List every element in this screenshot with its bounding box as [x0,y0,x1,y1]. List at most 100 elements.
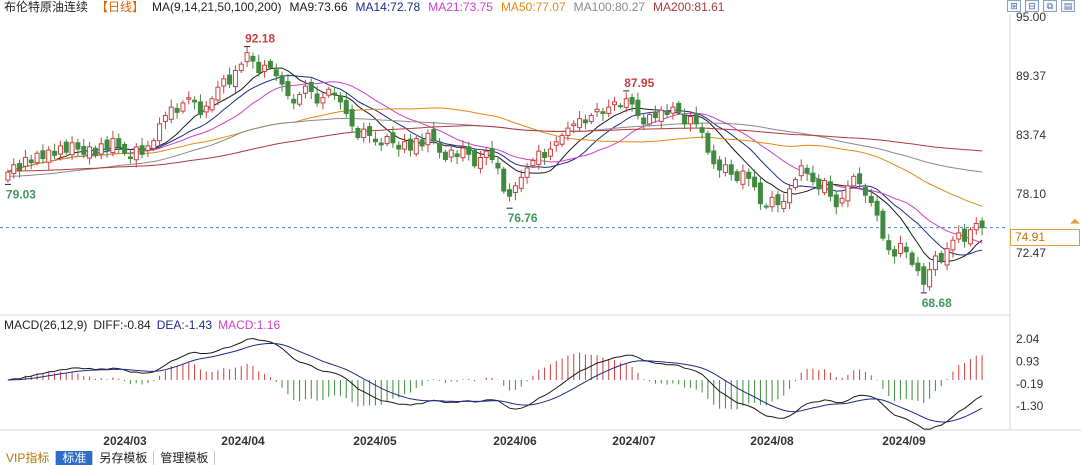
candle-body [279,75,285,85]
candle-body [92,147,98,156]
candle-body [63,141,69,153]
bottom-toolbar: VIP指标 标准 另存模板 管理模板 [0,451,216,465]
candle-body [921,266,927,285]
zoom-in-icon[interactable]: ⊞ [1007,0,1021,12]
candle-body [40,150,46,159]
candle-body [52,150,58,156]
time-tick-label: 2024/07 [612,434,656,448]
candle-body [273,69,279,77]
candle [232,65,238,93]
candle-body [892,249,898,257]
candle [285,73,291,100]
candle [28,154,34,170]
candle-body [833,194,839,208]
candle [927,261,933,291]
candle [273,63,279,81]
price-annotation: 87.95 [624,76,654,90]
candle [151,138,157,152]
candle-body [857,173,863,185]
candle-body [454,153,460,157]
fit-icon[interactable]: ⧉ [1043,0,1057,12]
candle-body [483,150,489,158]
ma14-value: MA14:72.78 [355,0,421,14]
settings-icon[interactable]: ▤ [1061,0,1075,12]
tab-save-template[interactable]: 另存模板 [93,451,155,465]
period-label[interactable]: 【日线】 [96,0,145,14]
candle [804,164,810,181]
candle [617,103,623,109]
candle [892,245,898,264]
zoom-out-icon[interactable]: ⊟ [1025,0,1039,12]
candle [477,151,483,174]
candle-body [46,149,52,163]
candle [69,136,75,160]
candle [133,143,139,168]
candle [326,86,332,98]
candle [950,236,956,258]
candle-body [944,248,950,266]
candle [524,162,530,184]
candle-body [722,164,728,174]
candle [717,156,723,178]
dif-line [7,337,983,430]
grid-lines [0,14,1081,431]
candle-body [314,93,320,104]
candle [956,225,962,243]
candle-body [571,123,577,127]
candle [542,148,548,166]
candle [822,177,828,196]
candle [728,159,734,181]
candle-body [547,148,553,157]
candle-body [192,99,198,103]
candle-body [110,138,116,154]
candle [769,190,775,212]
candle-body [822,180,828,194]
candlestick-series [5,46,985,292]
candle-body [203,105,209,113]
candle-body [781,200,787,209]
candle-body [75,142,81,150]
candle-body [769,196,775,208]
price-tick-label: 89.37 [1016,69,1046,83]
candle [746,168,752,187]
candle [489,140,495,164]
candle [787,183,793,210]
candle [174,103,180,119]
candle [827,175,833,202]
candle-body [938,252,944,262]
candle [279,71,285,92]
candle-body [711,150,717,165]
candle-body [407,138,413,151]
candle-body [862,186,868,196]
candle [763,203,769,210]
candle [921,263,927,292]
candle-body [186,97,192,100]
candle-body [87,146,93,159]
macd-tick-label: -0.19 [1016,377,1044,391]
dea-line [7,342,983,423]
candle [530,157,536,169]
candle-body [145,145,151,152]
ma100-value: MA100:80.27 [573,0,646,14]
candle-body [402,141,408,150]
tab-vip-indicator[interactable]: VIP指标 [0,451,57,465]
candle [792,176,798,191]
candle-body [11,164,17,174]
candle-body [332,92,338,96]
macd-header: MACD(26,12,9) DIFF:-0.84 DEA:-1.43 MACD:1.1… [4,318,286,332]
candle-body [927,269,933,288]
macd-panel: 2.04 0.93 -0.19 -1.30 [7,332,1044,430]
candle-body [302,85,308,94]
candle-body [962,228,968,242]
candle-body [559,134,565,145]
candle-body [682,114,688,125]
tab-standard[interactable]: 标准 [56,451,94,465]
price-annotations: 92.18 79.03 76.76 87.95 68.68 [4,32,952,310]
candle [547,141,553,161]
candle-body [903,246,909,253]
candle-body [256,61,262,74]
candle [437,138,443,159]
macd-tick-label: -1.30 [1016,399,1044,413]
candle-body [507,189,513,197]
tab-manage-template[interactable]: 管理模板 [154,451,216,465]
